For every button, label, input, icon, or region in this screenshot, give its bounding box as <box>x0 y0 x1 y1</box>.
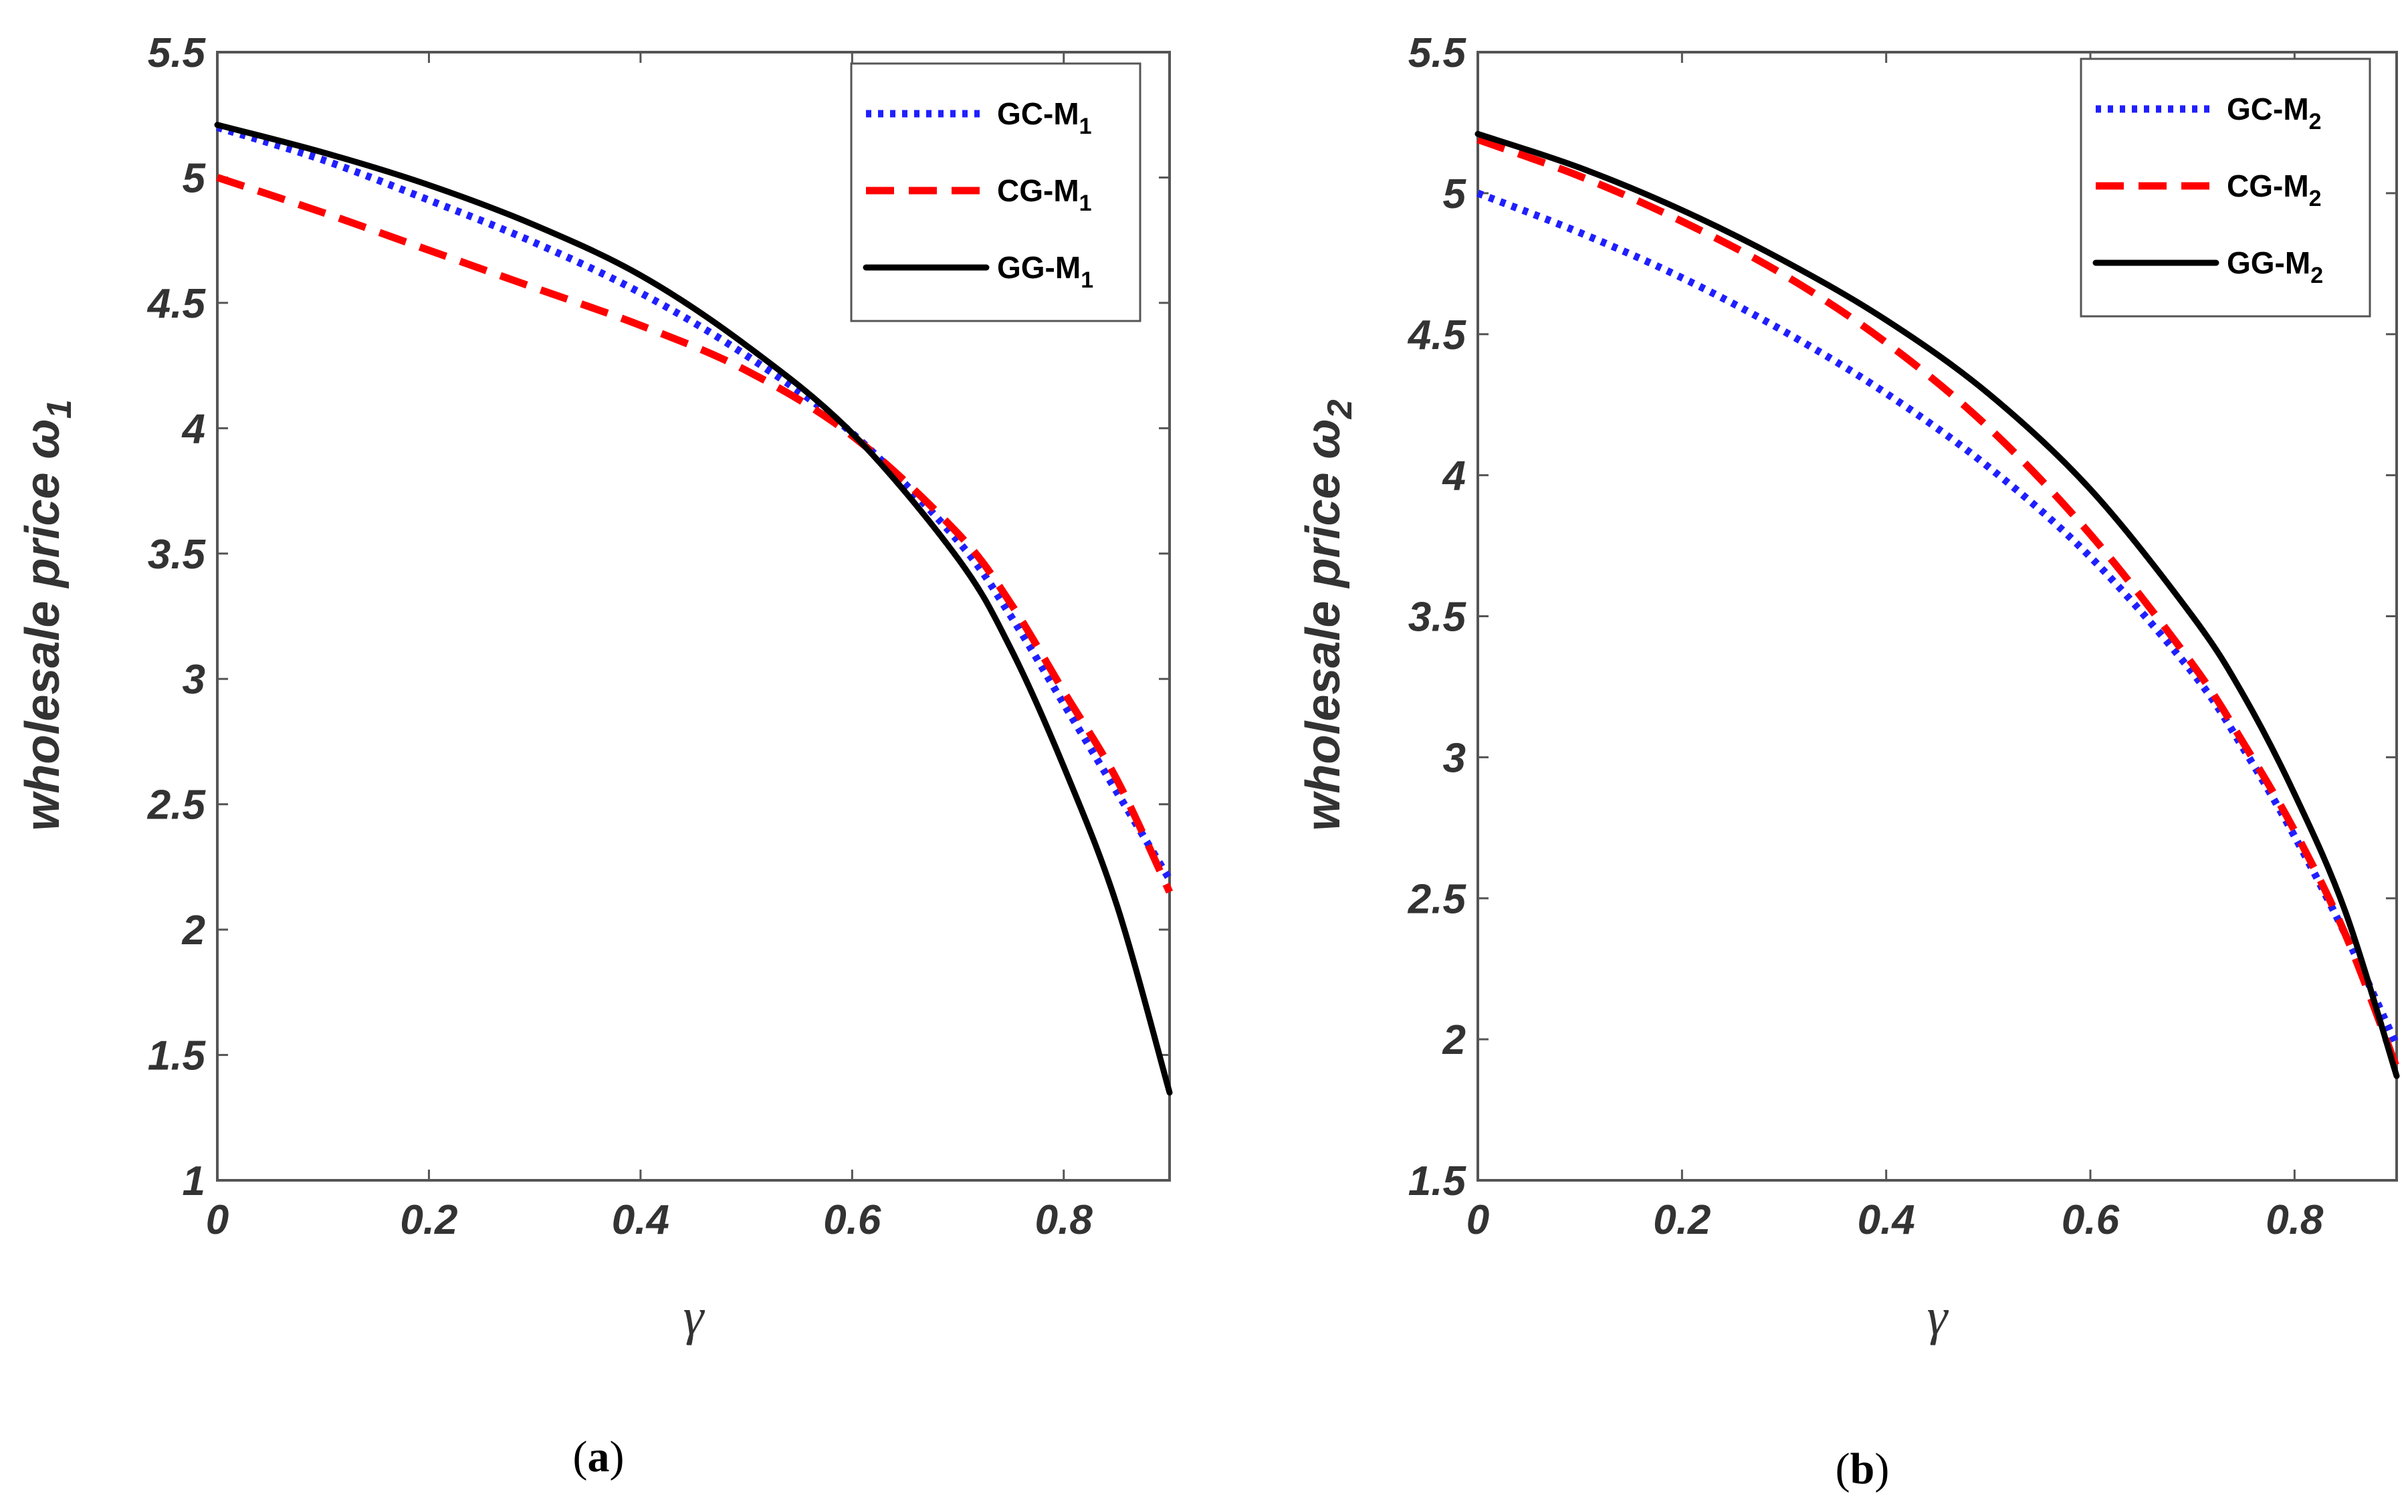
y-tick-label: 1.5 <box>1408 1158 1467 1204</box>
y-tick-label: 3 <box>1443 735 1466 781</box>
legend-label: GG-M1 <box>997 250 1093 293</box>
panel-caption-a: (a) <box>573 1432 625 1481</box>
y-tick-label: 2.5 <box>1408 876 1467 922</box>
y-tick-label: 5 <box>1443 171 1467 217</box>
series-line-cg-m1 <box>216 174 1173 894</box>
x-tick-label: 0.2 <box>1653 1197 1711 1243</box>
y-tick-label: 4.5 <box>1407 312 1467 358</box>
y-tick-label: 3.5 <box>148 532 207 578</box>
x-tick-label: 0.4 <box>1858 1197 1915 1243</box>
y-tick-label: 1.5 <box>148 1033 207 1079</box>
x-tick-label: 0 <box>1466 1197 1489 1243</box>
y-tick-label: 2 <box>182 907 205 954</box>
series-line-cg-m2 <box>1476 136 2401 1069</box>
legend-label: CG-M1 <box>997 173 1092 216</box>
y-tick-label: 4 <box>1442 453 1466 500</box>
y-tick-label: 5.5 <box>148 30 207 76</box>
y-axis-label-a: wholesale price ω1 <box>16 399 79 831</box>
x-tick-label: 0.4 <box>612 1197 669 1243</box>
x-axis-label-a: γ <box>683 1287 705 1345</box>
series-line-gg-m2 <box>1474 130 2400 1079</box>
series-line-gg-m1 <box>214 122 1173 1096</box>
legend-a: GC-M1 CG-M1 GG-M1 <box>850 62 1141 322</box>
x-tick-label: 0.6 <box>823 1197 881 1243</box>
x-tick-label: 0.8 <box>2266 1197 2324 1243</box>
y-tick-label: 2.5 <box>147 782 207 829</box>
y-tick-label: 4 <box>181 406 205 452</box>
plot-area-frame-a <box>216 51 1171 1182</box>
legend-label: GC-M1 <box>997 96 1092 139</box>
y-tick-label: 4.5 <box>146 281 207 327</box>
legend-label: GG-M2 <box>2227 245 2323 288</box>
y-tick-label: 5.5 <box>1408 30 1467 76</box>
x-axis-label-b: γ <box>1927 1287 1949 1345</box>
x-tick-label: 0 <box>206 1197 229 1243</box>
legend-box-b <box>2080 58 2371 318</box>
y-axis-label-b: wholesale price ω2 <box>1297 399 1359 831</box>
legend-b: GC-M2 CG-M2 GG-M2 <box>2080 58 2371 318</box>
x-tick-label: 0.8 <box>1035 1197 1093 1243</box>
y-tick-label: 3 <box>183 657 205 703</box>
legend-box-a <box>850 62 1141 322</box>
x-tick-label: 0.6 <box>2062 1197 2120 1243</box>
legend-label: CG-M2 <box>2227 169 2322 211</box>
y-tick-label: 2 <box>1442 1017 1466 1063</box>
x-tick-label: 0.2 <box>400 1197 457 1243</box>
y-tick-label: 5 <box>183 155 207 201</box>
chart-panel-a: 0 0.2 0.4 0.6 0.8 1 1.5 2 2.5 3 3.5 4 4.5 5 5.5 wholes… <box>16 30 1173 1481</box>
y-tick-label: 3.5 <box>1408 595 1467 641</box>
panel-caption-b: (b) <box>1836 1444 1890 1493</box>
y-tick-label: 1 <box>183 1158 205 1204</box>
chart-panel-b: 0 0.2 0.4 0.6 0.8 1.5 2 2.5 3 3.5 4 4.5 5 5.5 wholesa… <box>1297 30 2401 1493</box>
legend-label: GC-M2 <box>2227 92 2322 134</box>
